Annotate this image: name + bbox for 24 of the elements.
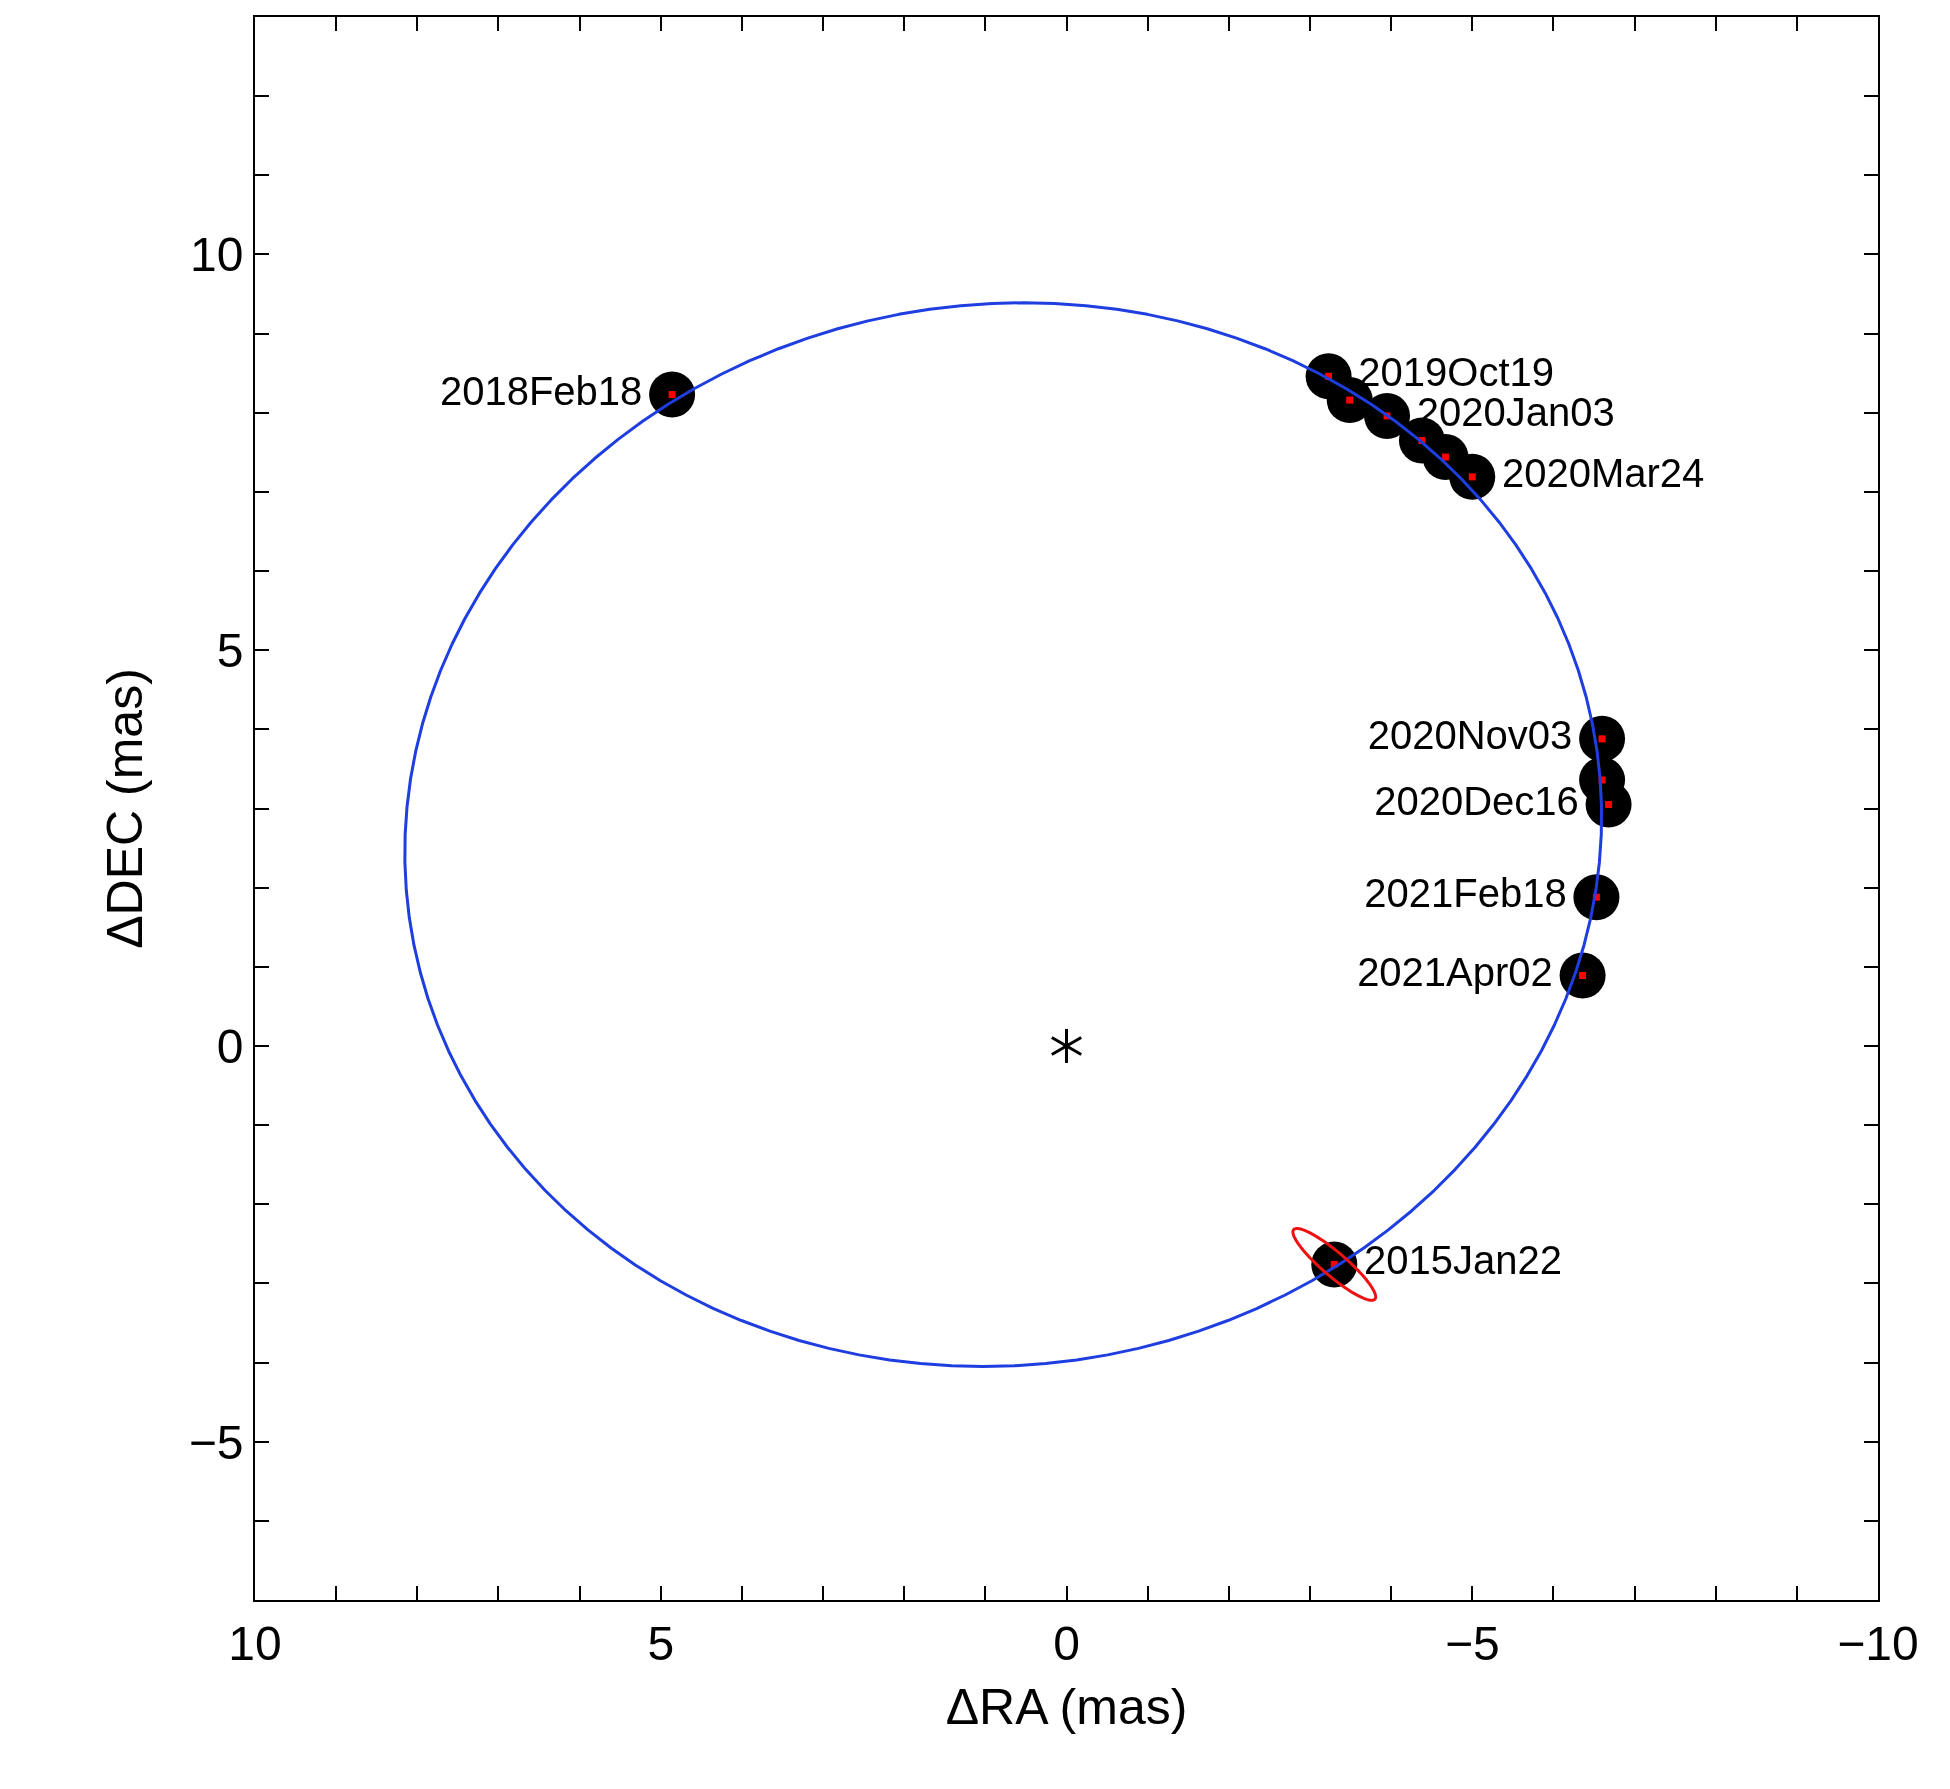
point	[668, 391, 676, 399]
point	[1346, 396, 1354, 404]
y-axis-title: ΔDEC (mas)	[97, 668, 154, 949]
point	[1598, 735, 1606, 743]
data-label: 2015Jan22	[1364, 1238, 1563, 1283]
x-tick-label: −5	[1444, 1616, 1500, 1670]
x-tick-label: 0	[1053, 1616, 1080, 1670]
y-tick-label: 0	[216, 1019, 244, 1073]
point	[1573, 874, 1620, 921]
point	[1468, 473, 1476, 481]
data-label: 2018Feb18	[439, 368, 643, 413]
data-label: 2020Mar24	[1502, 450, 1705, 495]
x-tick-label: −10	[1837, 1616, 1919, 1670]
x-tick-label: 5	[647, 1616, 675, 1670]
point	[1605, 801, 1613, 809]
y-tick-label: 10	[190, 228, 244, 282]
x-axis-title: ΔRA (mas)	[945, 1678, 1188, 1735]
data-label: 2020Nov03	[1367, 712, 1573, 757]
y-tick-label: 5	[216, 624, 244, 677]
y-tick-label: −5	[188, 1415, 244, 1469]
data-label: 2020Dec16	[1374, 778, 1579, 823]
data-label: 2021Apr02	[1357, 949, 1553, 994]
data-label: 2021Feb18	[1364, 871, 1567, 916]
point	[1579, 972, 1587, 980]
